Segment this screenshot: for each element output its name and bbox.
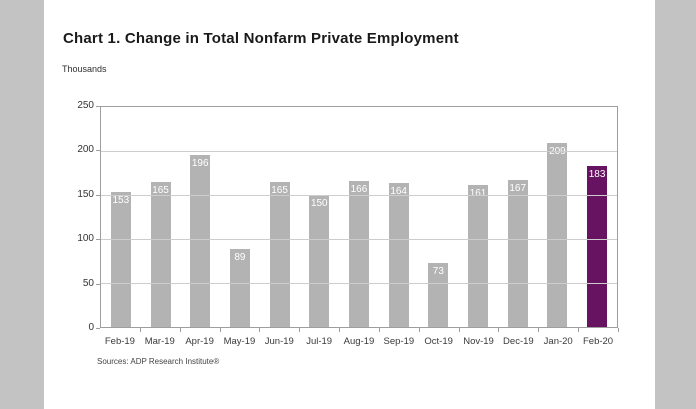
- bar: 196: [190, 154, 211, 327]
- gridline: [101, 239, 617, 240]
- gridline: [101, 195, 617, 196]
- x-axis-tick-label: Apr-19: [185, 336, 214, 347]
- bar: 165: [150, 181, 171, 327]
- x-axis-tick: [139, 328, 141, 332]
- bar-slot: 167: [498, 107, 538, 327]
- bar-slot: 166: [339, 107, 379, 327]
- x-axis-tick-label: Mar-19: [144, 336, 175, 347]
- plot-area: 153 165 196 89 165 150 166 164 73 161 167 209 183: [100, 106, 618, 328]
- bar-value-label: 183: [588, 168, 606, 180]
- bar: 183: [587, 165, 608, 327]
- bar: 164: [388, 182, 409, 327]
- bar-value-label: 196: [191, 157, 209, 169]
- bar-slot: 164: [379, 107, 419, 327]
- x-axis-tick: [538, 328, 540, 332]
- bar-slot: 196: [180, 107, 220, 327]
- y-axis-tick-label: 200: [77, 144, 94, 156]
- bar: 165: [269, 181, 290, 327]
- bar: 209: [547, 143, 568, 327]
- bar-value-label: 166: [350, 183, 368, 195]
- x-axis-tick-label: Sep-19: [383, 336, 415, 347]
- x-axis-tick: [378, 328, 380, 332]
- bar-value-label: 89: [234, 251, 246, 263]
- gridline: [101, 283, 617, 284]
- x-axis-tick-label: Aug-19: [343, 336, 375, 347]
- x-axis-tick: [259, 328, 261, 332]
- bar: 89: [229, 248, 250, 327]
- y-axis-tick-label: 100: [77, 233, 94, 245]
- bar-slot: 161: [458, 107, 498, 327]
- bar-value-label: 165: [152, 184, 169, 196]
- source-note: Sources: ADP Research Institute®: [97, 357, 220, 366]
- bar: 73: [428, 262, 449, 327]
- x-axis-tick-label: Feb-20: [582, 336, 614, 347]
- x-axis-tick-label: Jul-19: [306, 336, 333, 347]
- bar-value-label: 167: [509, 183, 527, 195]
- x-axis-tick: [498, 328, 500, 332]
- x-axis-tick: [339, 328, 341, 332]
- bar-slot: 73: [419, 107, 459, 327]
- x-axis-tick: [299, 328, 301, 332]
- x-axis-tick-label: Feb-19: [104, 336, 135, 347]
- bar-slot: 209: [538, 107, 578, 327]
- y-axis-units-label: Thousands: [62, 64, 107, 74]
- x-axis-tick-label: Nov-19: [463, 336, 494, 347]
- bars-container: 153 165 196 89 165 150 166 164 73 161 167 209 183: [101, 107, 617, 327]
- x-axis-labels: Feb-19 Mar-19 Apr-19 May-19 Jun-19 Jul-19 Aug-…: [100, 336, 618, 347]
- x-axis-tick: [219, 328, 221, 332]
- chart-panel: Chart 1. Change in Total Nonfarm Private…: [44, 0, 655, 409]
- x-axis-tick: [618, 328, 619, 332]
- y-axis-tick: [96, 239, 100, 240]
- y-axis-tick-label: 250: [77, 100, 94, 111]
- bar-slot: 150: [299, 107, 339, 327]
- bar-value-label: 161: [469, 188, 487, 200]
- y-axis-tick: [96, 328, 100, 329]
- chart-title: Chart 1. Change in Total Nonfarm Private…: [63, 30, 459, 47]
- bar: 161: [468, 185, 489, 327]
- bar-value-label: 153: [112, 195, 130, 207]
- bar: 150: [309, 195, 330, 327]
- bar-value-label: 73: [432, 265, 444, 277]
- bar-slot: 183: [577, 107, 617, 327]
- bar-value-label: 150: [310, 198, 328, 209]
- bar: 166: [348, 180, 369, 327]
- bar: 167: [507, 180, 528, 327]
- bar-slot: 89: [220, 107, 260, 327]
- x-axis-tick: [458, 328, 460, 332]
- bar-slot: 165: [260, 107, 300, 327]
- y-axis-tick: [96, 284, 100, 285]
- x-axis-tick: [179, 328, 181, 332]
- y-axis-tick: [96, 106, 100, 107]
- y-axis-tick: [96, 150, 100, 151]
- bar-slot: 165: [141, 107, 181, 327]
- x-axis-tick: [578, 328, 580, 332]
- bar-value-label: 165: [271, 184, 288, 196]
- gridline: [101, 151, 617, 152]
- x-axis-tick-label: Jan-20: [543, 336, 573, 347]
- x-axis-tick-label: May-19: [223, 336, 256, 347]
- y-axis-tick-label: 150: [77, 188, 94, 200]
- x-axis-tick-label: Jun-19: [264, 336, 294, 347]
- bar-slot: 153: [101, 107, 141, 327]
- y-axis-tick: [96, 195, 100, 196]
- bar-value-label: 164: [390, 185, 407, 197]
- x-axis-tick-label: Dec-19: [503, 336, 534, 347]
- bar: 153: [110, 192, 131, 327]
- x-axis-tick-label: Oct-19: [424, 336, 453, 347]
- y-axis-tick-label: 50: [82, 277, 94, 289]
- x-axis-tick: [418, 328, 420, 332]
- y-axis-tick-label: 0: [88, 322, 94, 333]
